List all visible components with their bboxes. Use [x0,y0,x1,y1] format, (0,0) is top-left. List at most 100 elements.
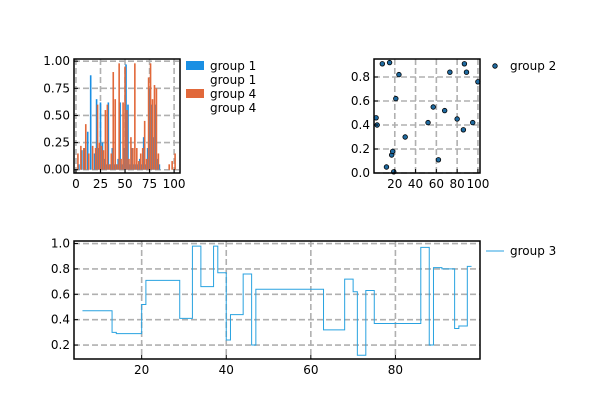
tick-marks: 20 40 60 80 100 0.0 0.2 0.4 0.6 0.8 [351,70,489,191]
scatter-point [390,148,396,155]
y-tick-label: 0.4 [351,118,370,132]
x-tick-label: 20 [387,177,402,191]
axes-frame [373,58,481,174]
bar [152,137,155,170]
scatter-point [425,119,431,126]
bar [83,148,85,170]
x-tick-label: 60 [303,363,318,377]
x-tick-label: 80 [449,177,464,191]
bar [168,164,171,170]
bar [116,164,118,170]
bar [134,63,136,170]
legend: group 2 [492,59,556,73]
legend-label: group 1 [210,73,256,87]
x-tick-label: 40 [219,363,234,377]
bar [150,104,153,170]
axes-frame [73,240,481,360]
bar-marks [77,63,176,170]
bar [123,148,125,170]
bar [129,164,131,170]
bar [102,150,105,170]
tick-marks: 0 25 50 75 100 0.00 0.25 0.50 0.75 1.00 [43,54,185,191]
legend-label: group 4 [210,87,256,101]
bar [153,85,156,170]
bar [149,63,152,170]
bar [145,158,148,170]
bar [154,104,157,170]
bar [94,148,97,170]
y-tick-label: 1.00 [43,54,70,68]
legend-marker [492,63,498,69]
bar [91,145,94,170]
bar [77,153,79,170]
y-tick-label: 0.2 [351,142,370,156]
scatter-marks [373,59,481,175]
scatter-point [430,104,436,110]
bar [103,158,106,170]
tick-marks: 20 40 60 80 0.2 0.4 0.6 0.8 1.0 [51,237,403,377]
bar [108,164,111,170]
bar [155,88,158,170]
bar [96,104,99,170]
bar [106,104,109,170]
bar [84,124,87,170]
x-tick-label: 40 [408,177,423,191]
axes-frame [73,58,181,174]
scatter-point [402,134,408,140]
bar [78,164,80,170]
y-tick-label: 0.4 [51,313,70,327]
scatter-point [470,119,476,126]
bar [124,66,126,170]
bar [97,148,100,170]
legend: group 3 [486,244,556,258]
legend-label: group 1 [210,59,256,73]
bar [133,164,135,170]
bar [146,148,149,170]
bar [139,153,142,170]
scatter-point [379,61,386,67]
y-tick-label: 0.8 [51,262,70,276]
scatter-point [386,59,393,66]
bar [128,158,130,170]
bar [144,164,147,170]
bar [111,148,114,170]
x-tick-label: 100 [163,177,186,191]
x-tick-label: 25 [93,177,108,191]
y-tick-label: 0.75 [43,81,70,95]
bar [156,158,159,170]
bar [148,88,151,170]
scatter-point [435,157,442,163]
bar [174,153,176,170]
x-tick-label: 80 [388,363,403,377]
y-tick-label: 0.50 [43,108,70,122]
step-line-chart-panel: 20 40 60 80 0.2 0.4 0.6 0.8 1.0 group 3 [51,237,556,377]
bar [138,158,141,170]
bar [127,104,129,170]
bar [125,64,127,170]
bar [93,153,96,170]
legend-label: group 4 [210,101,256,115]
scatter-point [441,107,448,114]
bar [132,148,134,170]
legend-label: group 3 [510,244,556,258]
bar [171,161,173,170]
bar [126,110,128,170]
y-tick-label: 0.25 [43,136,70,150]
bar [140,164,143,170]
bar [142,137,145,170]
scatter-point [460,127,467,133]
x-tick-label: 60 [429,177,444,191]
bar [99,102,102,170]
legend-swatch [186,89,204,98]
scatter-point [447,69,453,75]
y-tick-label: 0.8 [351,70,370,84]
bar [83,148,86,170]
y-tick-label: 1.0 [51,237,70,251]
series-line-group-3 [82,245,472,356]
bar [105,164,108,170]
bar [112,72,115,170]
bar [119,102,121,170]
bar [104,110,107,170]
